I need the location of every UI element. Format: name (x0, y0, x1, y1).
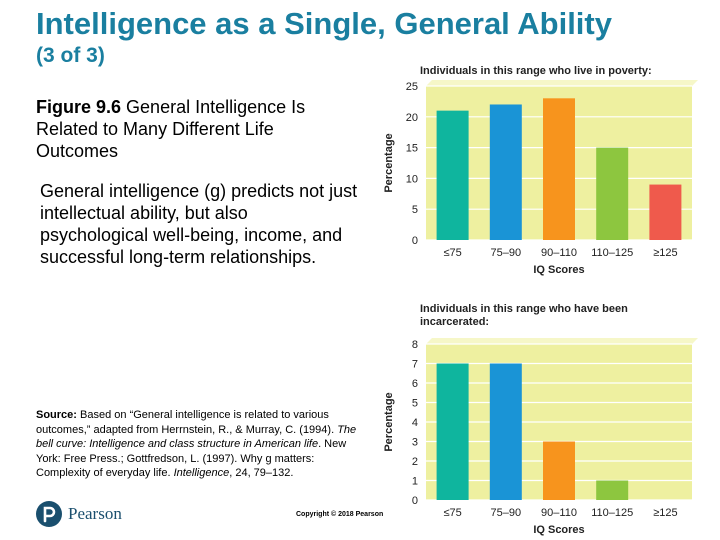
poverty-bar-1 (436, 110, 469, 240)
poverty-bar-3 (543, 98, 575, 240)
poverty-y-tick-label: 15 (406, 143, 418, 155)
poverty-chart-title: Individuals in this range who live in po… (420, 65, 652, 77)
source-journal: Intelligence (173, 467, 230, 480)
source-book-title: The bell curve: Intelligence and class s… (36, 423, 357, 451)
incarceration-x-tick-label: 75–90 (491, 507, 522, 519)
poverty-bar-2 (489, 104, 522, 240)
poverty-bar-5 (649, 184, 682, 240)
incarceration-x-tick-label: ≥125 (653, 507, 677, 519)
poverty-plot-top-edge (426, 80, 698, 86)
incarceration-bar-2 (489, 363, 522, 500)
incarceration-bar-4 (596, 480, 629, 500)
figure-caption: Figure 9.6 General Intelligence Is Relat… (36, 96, 356, 162)
pearson-logo: Pearson (36, 500, 122, 528)
incarceration-y-tick-label: 7 (412, 359, 418, 371)
source-label: Source: (36, 409, 77, 421)
poverty-x-tick-label: 110–125 (591, 247, 633, 259)
copyright: Copyright © 2018 Pearson (296, 511, 384, 518)
poverty-y-tick-label: 20 (406, 112, 418, 124)
poverty-bar-chart: Individuals in this range who live in po… (383, 65, 698, 276)
slide-subtitle: (3 of 3) (36, 44, 105, 67)
incarceration-chart-title: incarcerated: (420, 316, 489, 328)
poverty-y-tick-label: 5 (412, 204, 418, 216)
incarceration-y-tick-label: 1 (412, 476, 418, 488)
incarceration-y-tick-label: 3 (412, 437, 418, 449)
incarceration-y-axis-label: Percentage (383, 392, 395, 451)
poverty-x-tick-label: ≥125 (653, 247, 677, 259)
poverty-y-tick-label: 25 (406, 81, 418, 93)
figure-label: Figure 9.6 (36, 97, 122, 117)
poverty-x-tick-label: 90–110 (541, 247, 577, 259)
incarceration-bar-1 (436, 363, 469, 500)
incarceration-chart-title: Individuals in this range who have been (420, 303, 628, 315)
figure-caption-text: General Intelligence Is Related to Many … (36, 97, 306, 161)
incarceration-bar-3 (543, 441, 575, 500)
incarceration-y-tick-label: 4 (412, 417, 418, 429)
incarceration-x-tick-label: ≤75 (443, 507, 461, 519)
poverty-x-tick-label: 75–90 (491, 247, 522, 259)
poverty-y-tick-label: 10 (406, 173, 418, 185)
poverty-x-axis-label: IQ Scores (533, 264, 584, 276)
pearson-wordmark: Pearson (68, 504, 122, 523)
source-text: . New York: Free Press.; Gottfredson, L.… (36, 438, 347, 480)
source-text: Based on “General intelligence is relate… (36, 409, 338, 436)
body-text: General intelligence (g) predicts not ju… (40, 181, 358, 267)
poverty-bar-4 (596, 147, 629, 240)
incarceration-y-tick-label: 2 (412, 456, 418, 468)
incarceration-bar-chart: Individuals in this range who have beeni… (383, 303, 698, 536)
incarceration-y-tick-label: 5 (412, 398, 418, 410)
source-citation: Source: Based on “General intelligence i… (36, 408, 366, 481)
incarceration-y-tick-label: 0 (412, 495, 418, 507)
incarceration-x-tick-label: 90–110 (541, 507, 577, 519)
incarceration-y-tick-label: 8 (412, 339, 418, 351)
incarceration-x-axis-label: IQ Scores (533, 524, 584, 536)
incarceration-x-tick-label: 110–125 (591, 507, 633, 519)
poverty-y-axis-label: Percentage (383, 133, 395, 192)
poverty-y-tick-label: 0 (412, 235, 418, 247)
incarceration-plot-top-edge (426, 338, 698, 344)
source-text: , 24, 79–132. (229, 467, 294, 480)
slide-title: Intelligence as a Single, General Abilit… (36, 6, 612, 41)
incarceration-y-tick-label: 6 (412, 378, 418, 390)
pearson-logo-icon (36, 501, 62, 527)
poverty-x-tick-label: ≤75 (443, 247, 461, 259)
